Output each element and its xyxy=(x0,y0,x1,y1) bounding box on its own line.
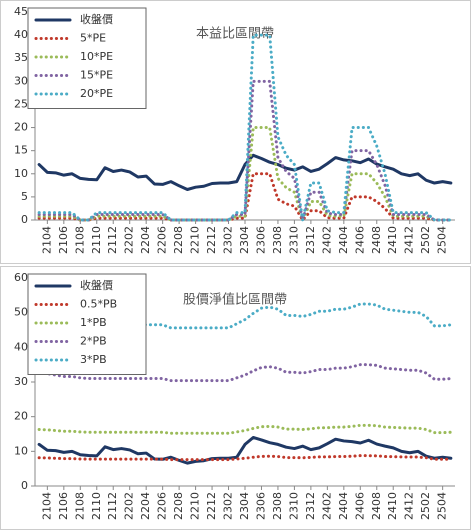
legend-label: 5*PE xyxy=(80,32,106,45)
x-tick-label: 2410 xyxy=(386,492,399,520)
chart-title: 股價淨值比區間帶 xyxy=(183,292,287,308)
y-tick-label: 20 xyxy=(14,121,28,134)
x-tick-label: 2408 xyxy=(370,492,383,520)
series-line xyxy=(37,172,453,222)
x-tick-label: 2208 xyxy=(172,226,185,254)
y-tick-label: 35 xyxy=(14,51,28,64)
x-tick-label: 2410 xyxy=(386,226,399,254)
y-tick-label: 30 xyxy=(14,74,28,87)
x-tick-label: 2112 xyxy=(106,226,119,254)
y-tick-label: 50 xyxy=(14,306,28,319)
x-tick-label: 2404 xyxy=(337,226,350,254)
x-tick-label: 2406 xyxy=(353,226,366,254)
x-tick-label: 2412 xyxy=(403,226,416,254)
y-tick-label: 45 xyxy=(14,5,28,18)
y-tick-label: 25 xyxy=(14,97,28,110)
x-tick-label: 2202 xyxy=(123,226,136,254)
x-tick-label: 2212 xyxy=(205,226,218,254)
x-tick-label: 2308 xyxy=(271,226,284,254)
x-tick-label: 2302 xyxy=(222,226,235,254)
x-tick-label: 2204 xyxy=(139,492,152,520)
x-tick-label: 2302 xyxy=(222,492,235,520)
x-tick-label: 2106 xyxy=(57,226,70,254)
x-tick-label: 2206 xyxy=(156,492,169,520)
x-tick-label: 2104 xyxy=(40,226,53,254)
x-tick-label: 2206 xyxy=(156,226,169,254)
legend-label: 3*PB xyxy=(80,353,107,366)
series-line xyxy=(37,435,453,465)
x-tick-label: 2308 xyxy=(271,492,284,520)
x-tick-label: 2404 xyxy=(337,492,350,520)
y-tick-label: 0 xyxy=(21,213,28,226)
y-tick-label: 40 xyxy=(14,28,28,41)
x-tick-label: 2204 xyxy=(139,226,152,254)
legend-label: 20*PE xyxy=(80,87,113,100)
legend-label: 0.5*PB xyxy=(80,298,117,311)
x-tick-label: 2310 xyxy=(287,492,300,520)
legend-label: 收盤價 xyxy=(80,12,113,26)
series-line xyxy=(37,126,453,222)
legend-label: 收盤價 xyxy=(80,278,113,292)
x-tick-label: 2304 xyxy=(238,492,251,520)
y-tick-label: 40 xyxy=(14,340,28,353)
x-tick-label: 2412 xyxy=(403,492,416,520)
x-tick-label: 2304 xyxy=(238,226,251,254)
y-tick-label: 20 xyxy=(14,410,28,423)
legend-box xyxy=(27,273,147,375)
y-tick-label: 5 xyxy=(21,190,28,203)
x-tick-label: 2110 xyxy=(90,226,103,254)
chart: 0 5 10 15 20 25 30 35 40 45 2104 2106 2108 2110 2112 22… xyxy=(14,5,455,254)
legend-box xyxy=(27,7,147,109)
x-tick-label: 2406 xyxy=(353,492,366,520)
x-tick-label: 2408 xyxy=(370,226,383,254)
x-tick-label: 2306 xyxy=(254,226,267,254)
series-line xyxy=(37,33,453,222)
x-tick-label: 2202 xyxy=(123,492,136,520)
x-tick-label: 2112 xyxy=(106,492,119,520)
legend-label: 2*PB xyxy=(80,335,107,348)
x-tick-label: 2402 xyxy=(320,492,333,520)
y-tick-label: 60 xyxy=(14,271,28,284)
x-tick-label: 2210 xyxy=(189,226,202,254)
x-tick-label: 2310 xyxy=(287,226,300,254)
legend-label: 15*PE xyxy=(80,69,113,82)
x-tick-label: 2106 xyxy=(57,492,70,520)
x-tick-label: 2402 xyxy=(320,226,333,254)
x-tick-label: 2312 xyxy=(304,492,317,520)
legend-label: 10*PE xyxy=(80,50,113,63)
y-tick-label: 10 xyxy=(14,444,28,457)
x-tick-label: 2312 xyxy=(304,226,317,254)
x-tick-label: 2104 xyxy=(40,492,53,520)
series-line xyxy=(37,302,453,330)
x-tick-label: 2108 xyxy=(73,492,86,520)
x-tick-label: 2306 xyxy=(254,492,267,520)
x-tick-label: 2108 xyxy=(73,226,86,254)
x-tick-label: 2208 xyxy=(172,492,185,520)
x-tick-label: 2504 xyxy=(436,226,449,254)
legend-label: 1*PB xyxy=(80,316,107,329)
y-tick-label: 10 xyxy=(14,167,28,180)
y-tick-label: 0 xyxy=(21,479,28,492)
x-tick-label: 2110 xyxy=(90,492,103,520)
x-tick-label: 2212 xyxy=(205,492,218,520)
x-tick-label: 2504 xyxy=(436,492,449,520)
x-tick-label: 2210 xyxy=(189,492,202,520)
y-tick-label: 15 xyxy=(14,144,28,157)
x-tick-label: 2502 xyxy=(419,226,432,254)
series-line xyxy=(37,79,453,222)
y-tick-label: 30 xyxy=(14,375,28,388)
x-tick-label: 2502 xyxy=(419,492,432,520)
